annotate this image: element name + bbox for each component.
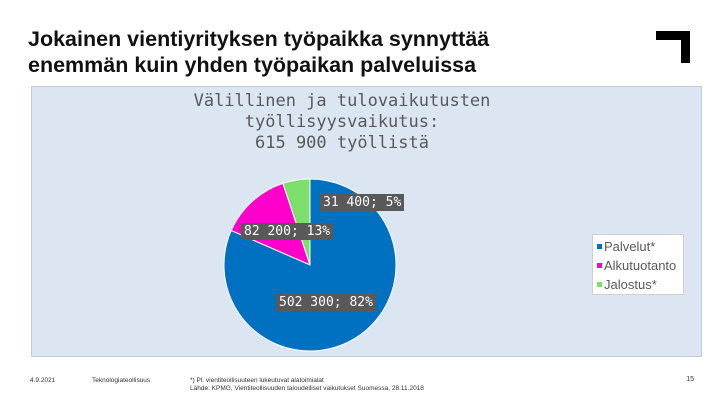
legend-label-alkutuotanto: Alkutuotanto [604, 258, 677, 273]
slide-title-line-1: Jokainen vientiyrityksen työpaikka synny… [28, 27, 490, 51]
legend-item-alkutuotanto: Alkutuotanto [597, 256, 683, 275]
chart-title-line-1: Välillinen ja tulovaikutusten [193, 91, 491, 111]
legend-item-palvelut: Palvelut* [597, 237, 683, 256]
footer-date: 4.9.2021 [30, 377, 56, 384]
legend-swatch-jalostus [597, 282, 602, 287]
chart-title: Välillinen ja tulovaikutusten työllisyys… [32, 91, 652, 154]
legend-swatch-alkutuotanto [597, 263, 602, 268]
data-label-alkutuotanto: 82 200; 13% [241, 223, 334, 240]
footer-organization: Teknologiateollisuus [92, 377, 151, 384]
footer-source-note: *) Pl. vientiteollisuuteen lukeutuvat al… [190, 377, 424, 393]
page-number: 15 [686, 376, 694, 383]
legend-swatch-palvelut [597, 244, 602, 249]
footer-note-line-2: Lähde: KPMG, Vientiteollisuuden taloudel… [190, 385, 424, 392]
chart-title-line-3: 615 900 työllistä [255, 133, 429, 153]
chart-legend: Palvelut* Alkutuotanto Jalostus* [592, 234, 684, 295]
corner-logo-icon [656, 31, 690, 63]
data-label-palvelut: 502 300; 82% [276, 294, 376, 311]
footer-note-line-1: *) Pl. vientiteollisuuteen lukeutuvat al… [190, 377, 324, 384]
legend-label-jalostus: Jalostus* [604, 277, 657, 292]
slide-title: Jokainen vientiyrityksen työpaikka synny… [28, 26, 608, 78]
chart-title-line-2: työllisyysvaikutus: [244, 112, 440, 132]
slide-title-line-2: enemmän kuin yhden työpaikan palveluissa [28, 53, 477, 77]
chart-area: Välillinen ja tulovaikutusten työllisyys… [31, 86, 702, 357]
legend-label-palvelut: Palvelut* [604, 239, 656, 254]
legend-item-jalostus: Jalostus* [597, 275, 683, 294]
data-label-jalostus: 31 400; 5% [320, 194, 405, 211]
